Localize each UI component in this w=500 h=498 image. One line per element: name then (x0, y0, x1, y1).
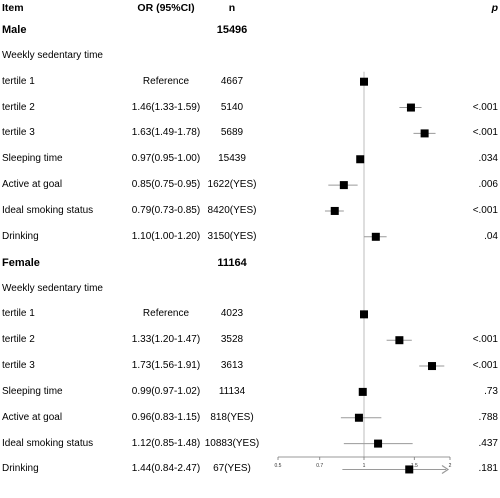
row-item: tertile 1 (2, 308, 35, 320)
or-marker (406, 103, 415, 112)
subheader-label: Weekly sedentary time (2, 49, 103, 61)
row-or: Reference (142, 308, 190, 320)
row-p: .181 (478, 463, 498, 475)
row-item: tertile 1 (2, 75, 35, 87)
row-item: Active at goal (2, 179, 63, 191)
row-n: 818(YES) (210, 411, 254, 423)
group-n: 11164 (217, 256, 247, 269)
row-item: Ideal smoking status (2, 204, 94, 216)
row-or: 1.33(1.20-1.47) (131, 334, 201, 346)
or-marker (374, 439, 383, 448)
row-or: Reference (142, 75, 190, 87)
row-n: 67(YES) (213, 463, 251, 475)
group-n: 15496 (216, 24, 248, 36)
or-marker (358, 387, 367, 396)
group-label: Male (2, 24, 27, 36)
row-item: Sleeping time (2, 385, 63, 397)
row-p: <.001 (472, 204, 498, 216)
row-n: 15439 (218, 153, 246, 165)
or-marker (395, 336, 404, 345)
row-item: Sleeping time (2, 153, 63, 165)
or-marker (356, 155, 365, 164)
row-n: 10883(YES) (204, 437, 260, 449)
row-n: 3150(YES) (207, 230, 257, 242)
row-item: tertile 3 (2, 127, 35, 139)
row-n: 4667 (220, 75, 244, 87)
x-tick-label: 2 (449, 463, 452, 469)
row-or: 0.96(0.83-1.15) (131, 411, 201, 423)
row-or: 1.44(0.84-2.47) (131, 463, 201, 475)
row-or: 0.79(0.73-0.85) (131, 204, 201, 216)
row-or: 0.97(0.95-1.00) (131, 153, 201, 165)
row-p: <.001 (472, 360, 498, 372)
row-item: Drinking (2, 230, 39, 242)
row-n: 3528 (220, 334, 244, 346)
row-item: Active at goal (2, 411, 63, 423)
row-p: .034 (478, 153, 498, 165)
subheader-label: Weekly sedentary time (2, 282, 103, 294)
or-marker (420, 129, 429, 138)
or-marker (405, 465, 414, 474)
row-or: 0.99(0.97-1.02) (131, 385, 201, 397)
or-marker (360, 310, 368, 319)
row-n: 11134 (218, 385, 246, 397)
ci-arrow (441, 464, 450, 474)
row-or: 1.63(1.49-1.78) (131, 127, 201, 139)
row-or: 0.85(0.75-0.95) (131, 179, 201, 191)
or-marker (360, 77, 368, 86)
row-or: 1.12(0.85-1.48) (131, 437, 201, 449)
header-or: OR (95%CI) (137, 2, 195, 14)
or-marker (354, 413, 363, 422)
row-item: Drinking (2, 463, 39, 475)
or-marker (339, 181, 348, 190)
row-p: .006 (478, 179, 498, 191)
or-marker (428, 362, 437, 371)
row-n: 5689 (220, 127, 244, 139)
x-tick-label: 1.5 (411, 463, 418, 469)
row-n: 8420(YES) (207, 204, 257, 216)
header-n: n (228, 2, 236, 14)
row-n: 5140 (220, 101, 244, 113)
row-n: 4023 (220, 308, 244, 320)
row-p: .788 (478, 411, 498, 423)
row-p: .437 (478, 437, 498, 449)
row-or: 1.46(1.33-1.59) (131, 101, 201, 113)
row-n: 1622(YES) (207, 179, 257, 191)
row-p: .73 (484, 385, 498, 397)
row-n: 3613 (220, 360, 244, 372)
row-p: <.001 (472, 101, 498, 113)
x-tick-label: 1 (363, 463, 366, 469)
or-marker (330, 206, 339, 215)
row-p: <.001 (472, 334, 498, 346)
row-item: tertile 3 (2, 360, 35, 372)
or-marker (371, 232, 380, 241)
group-label: Female (2, 256, 40, 269)
header-p: p (491, 2, 498, 14)
row-or: 1.73(1.56-1.91) (131, 360, 201, 372)
row-item: tertile 2 (2, 334, 35, 346)
row-item: Ideal smoking status (2, 437, 94, 449)
row-or: 1.10(1.00-1.20) (131, 230, 201, 242)
x-tick-label: 0.5 (275, 463, 282, 469)
row-p: .04 (484, 230, 498, 242)
x-tick-label: 0.7 (316, 463, 323, 469)
row-p: <.001 (472, 127, 498, 139)
row-item: tertile 2 (2, 101, 35, 113)
header-item: Item (2, 2, 24, 14)
